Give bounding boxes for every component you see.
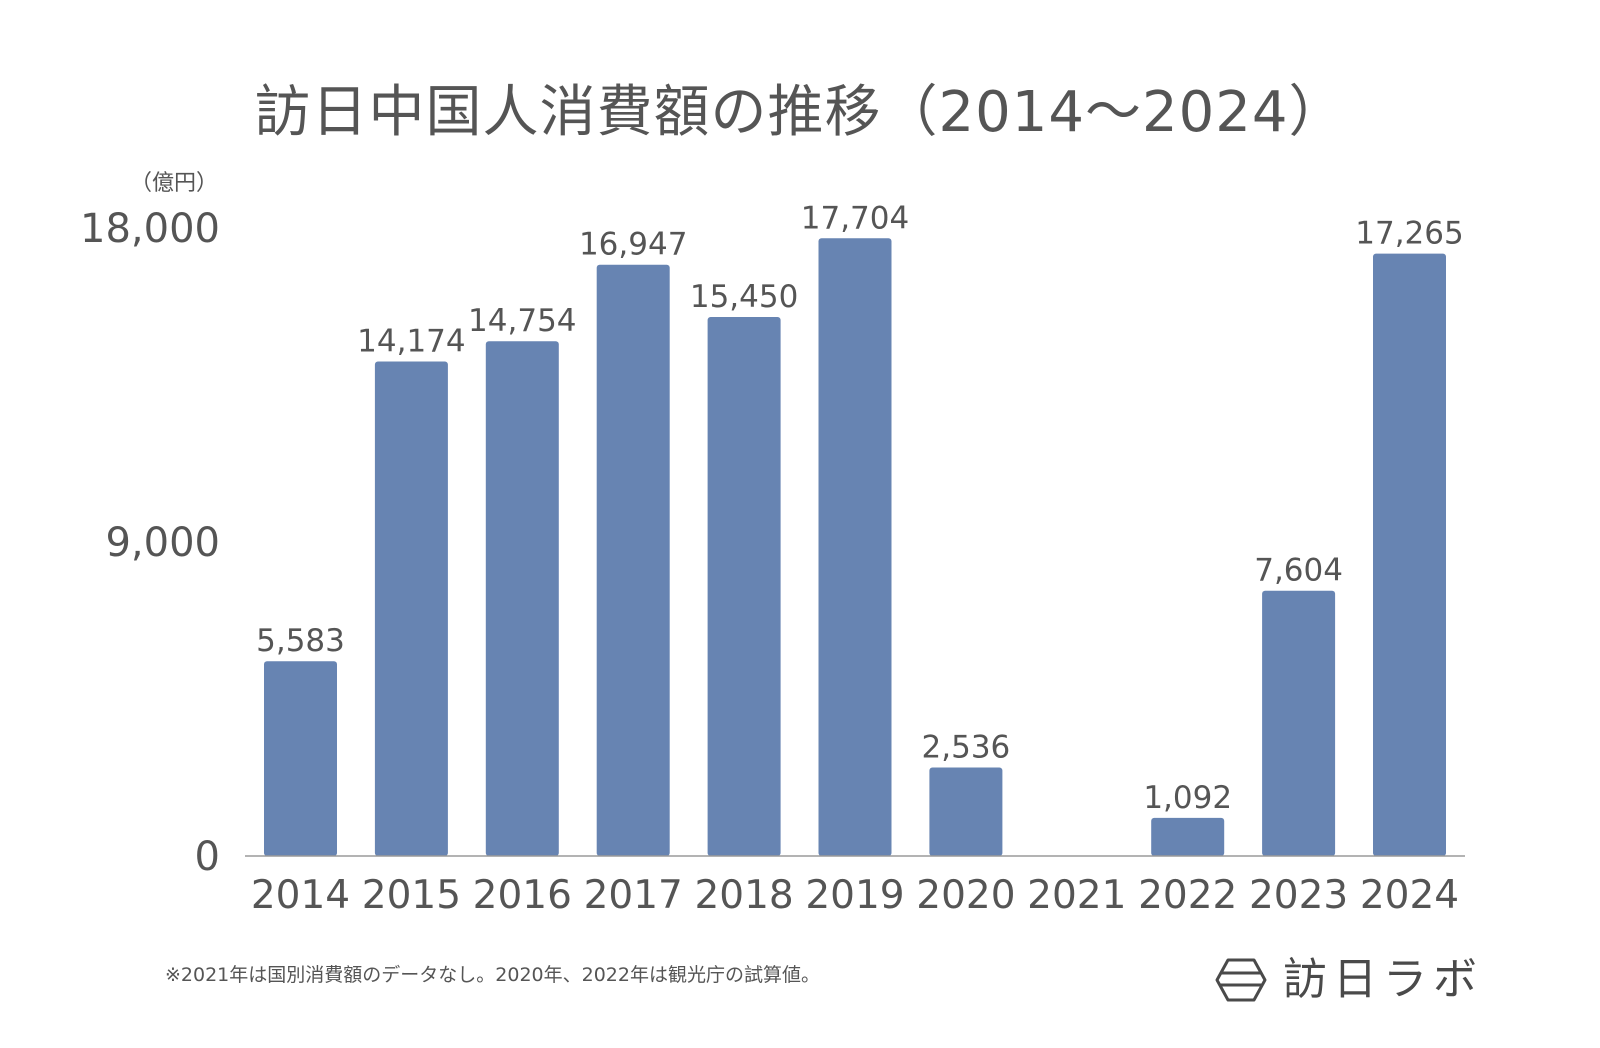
bar-2016: [485, 341, 559, 856]
data-label-2016: 14,754: [468, 303, 576, 339]
x-tick-label-2014: 2014: [251, 873, 350, 918]
bar-2023: [1262, 590, 1336, 856]
bar-2017: [596, 264, 670, 856]
data-label-2020: 2,536: [922, 730, 1011, 766]
hexagon-logo-icon: [1215, 958, 1267, 1002]
data-label-2023: 7,604: [1254, 553, 1343, 589]
bar-2024: [1373, 253, 1446, 857]
x-axis-ticks: 2014 2015 2016 2017 2018 2019 2020 2021 2022 2023…: [251, 873, 1459, 918]
x-tick-label-2021: 2021: [1027, 873, 1126, 918]
y-axis-unit-label: （億円）: [130, 171, 218, 196]
bar-2015: [374, 361, 448, 856]
data-label-2019: 17,704: [801, 200, 909, 236]
data-label-2014: 5,583: [256, 623, 345, 659]
x-tick-label-2020: 2020: [916, 873, 1015, 918]
data-label-2024: 17,265: [1355, 216, 1463, 252]
bar-2014: [264, 661, 337, 856]
x-tick-label-2022: 2022: [1138, 873, 1237, 918]
bar-2020: [929, 767, 1003, 856]
y-tick-label: 0: [195, 834, 220, 880]
chart-title: 訪日中国人消費額の推移（2014〜2024）: [254, 80, 1346, 145]
y-tick-label: 18,000: [80, 206, 220, 252]
bar-2019: [818, 238, 892, 857]
footnote: ※2021年は国別消費額のデータなし。2020年、2022年は観光庁の試算値。: [165, 964, 820, 986]
brand-logo[interactable]: 訪日ラボ: [1215, 950, 1483, 1010]
y-tick-label: 9,000: [105, 520, 220, 566]
y-axis-ticks: 0 9,000 18,000: [80, 206, 220, 880]
brand-name: 訪日ラボ: [1283, 954, 1483, 1005]
x-tick-label-2019: 2019: [805, 873, 904, 918]
data-label-2017: 16,947: [579, 227, 687, 263]
data-label-2018: 15,450: [690, 279, 798, 315]
bar-2018: [707, 317, 781, 856]
x-tick-label-2023: 2023: [1249, 873, 1348, 918]
data-label-2015: 14,174: [357, 324, 465, 360]
x-tick-label-2015: 2015: [362, 873, 461, 918]
bar-2022: [1151, 817, 1225, 856]
bars: [264, 238, 1446, 857]
x-tick-label-2017: 2017: [584, 873, 683, 918]
x-tick-label-2016: 2016: [473, 873, 572, 918]
x-tick-label-2018: 2018: [694, 873, 793, 918]
x-tick-label-2024: 2024: [1360, 873, 1459, 918]
data-label-2022: 1,092: [1143, 780, 1232, 816]
